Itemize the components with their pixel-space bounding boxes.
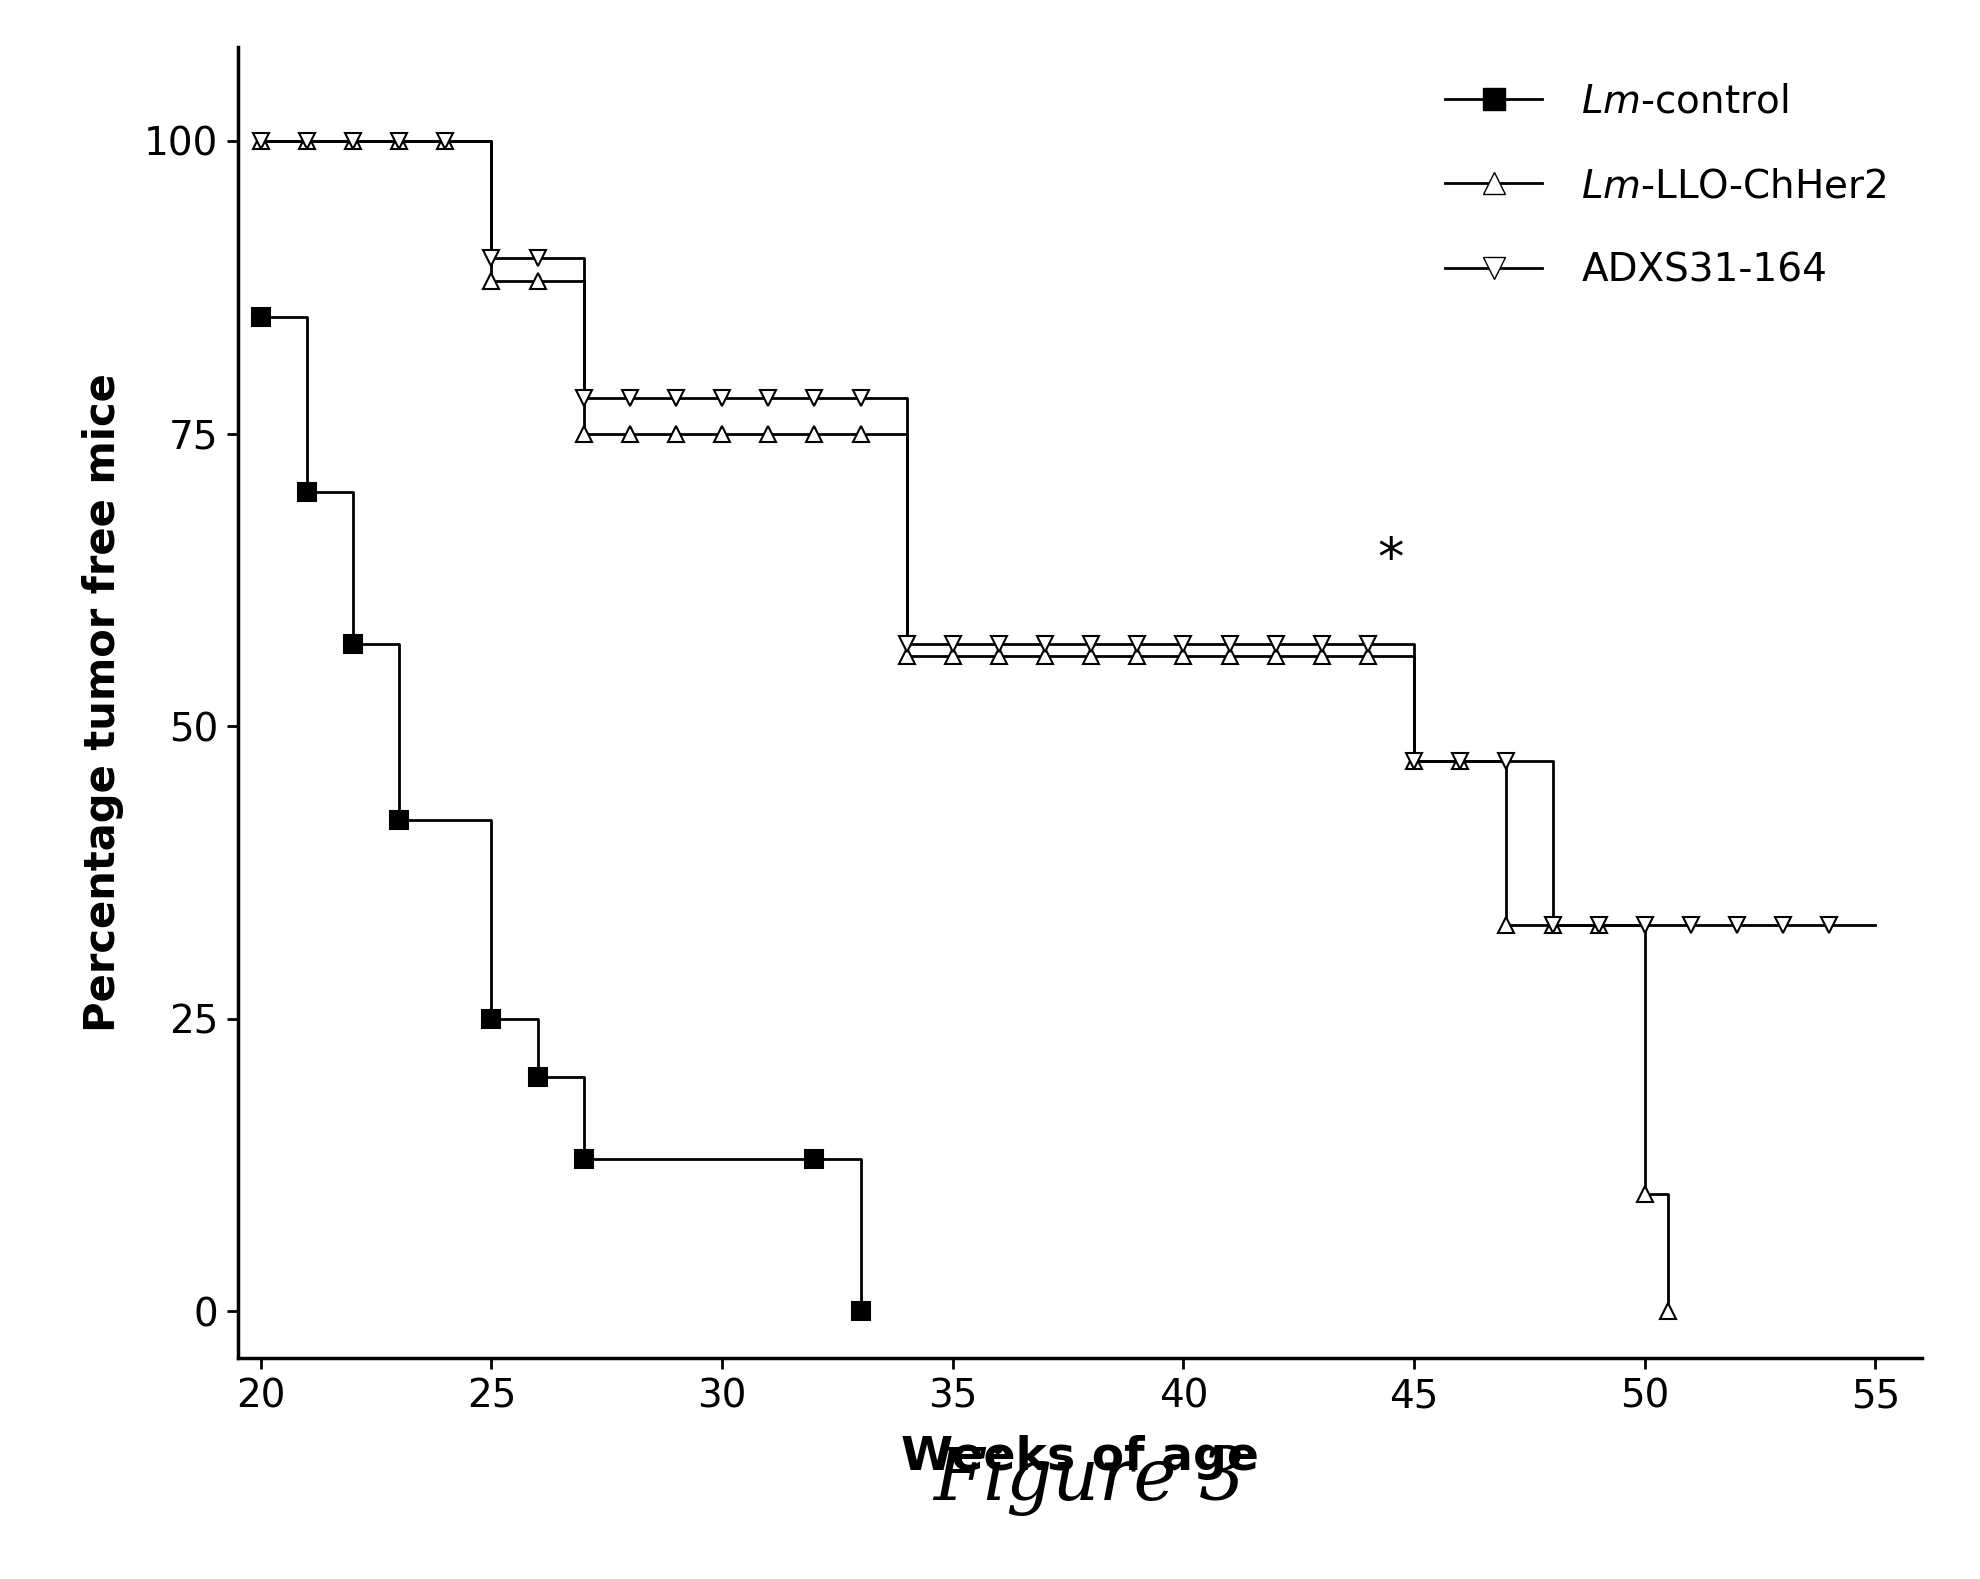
Text: Figure 3: Figure 3 xyxy=(933,1445,1245,1516)
Text: *: * xyxy=(1378,534,1404,586)
Legend: $\it{Lm}$-control, $\it{Lm}$-LLO-ChHer2, ADXS31-164: $\it{Lm}$-control, $\it{Lm}$-LLO-ChHer2,… xyxy=(1430,66,1901,305)
Y-axis label: Percentage tumor free mice: Percentage tumor free mice xyxy=(83,373,125,1033)
X-axis label: Weeks of age: Weeks of age xyxy=(901,1435,1257,1480)
